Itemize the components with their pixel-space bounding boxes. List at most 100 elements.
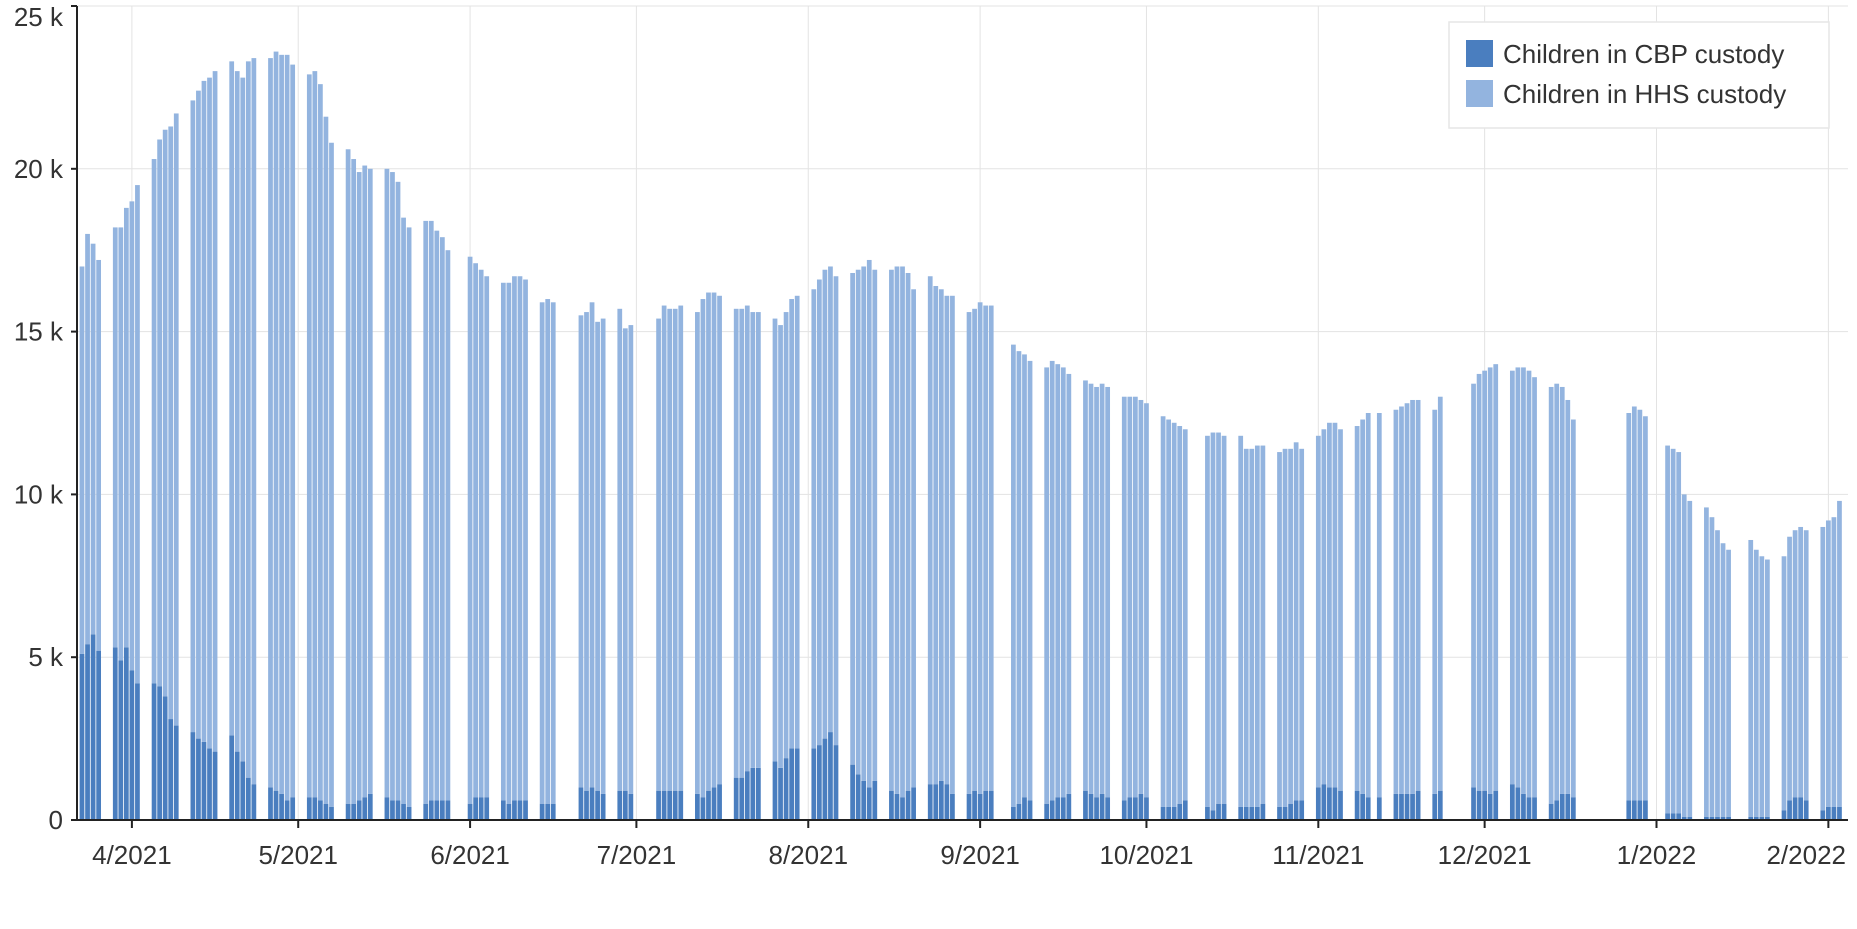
bar-cbp: [861, 780, 867, 820]
y-tick-label: 15 k: [14, 317, 64, 347]
bar-hhs: [484, 276, 490, 798]
bar-cbp: [173, 725, 179, 820]
bar-cbp: [1144, 797, 1149, 820]
bar-cbp: [1277, 806, 1282, 820]
bar-cbp: [695, 793, 700, 820]
bar-hhs: [584, 312, 589, 791]
bar-cbp: [201, 741, 207, 820]
bar-hhs: [1011, 344, 1016, 807]
bar-cbp: [351, 803, 357, 820]
bar-cbp: [517, 800, 523, 820]
bar-hhs: [434, 230, 440, 801]
bar-cbp: [90, 634, 96, 820]
bar-hhs: [667, 308, 673, 791]
bar-hhs: [1820, 526, 1826, 811]
bar-hhs: [977, 302, 983, 794]
legend-swatch-cbp: [1466, 40, 1493, 67]
bar-cbp: [1315, 787, 1321, 820]
bar-hhs: [212, 71, 218, 752]
bar-hhs: [1471, 383, 1476, 788]
bar-cbp: [545, 803, 551, 820]
bar-cbp: [1066, 793, 1072, 820]
bar-hhs: [1210, 432, 1216, 811]
bar-hhs: [944, 295, 950, 785]
bar-cbp: [1715, 816, 1720, 820]
bar-hhs: [789, 299, 795, 749]
bar-cbp: [1288, 803, 1293, 820]
bar-cbp: [279, 793, 284, 820]
bar-hhs: [506, 282, 512, 804]
bar-cbp: [711, 787, 717, 820]
bar-cbp: [656, 790, 661, 820]
bar-cbp: [523, 800, 528, 820]
bar-hhs: [423, 220, 429, 804]
bar-hhs: [523, 279, 528, 801]
bar-hhs: [695, 312, 700, 794]
bar-hhs: [1221, 435, 1227, 804]
bar-hhs: [229, 61, 235, 736]
bar-cbp: [1210, 810, 1216, 820]
bar-cbp: [473, 797, 478, 820]
bar-cbp: [1476, 790, 1482, 820]
bar-cbp: [79, 653, 85, 820]
bar-hhs: [1132, 396, 1138, 798]
bar-cbp: [678, 790, 684, 820]
bar-hhs: [318, 84, 323, 801]
bar-hhs: [822, 269, 828, 739]
bar-cbp: [434, 800, 440, 820]
bar-hhs: [778, 325, 783, 768]
bar-hhs: [1121, 396, 1127, 801]
bar-cbp: [512, 800, 517, 820]
bar-hhs: [1676, 452, 1682, 814]
bar-hhs: [157, 139, 162, 687]
bar-hhs: [1060, 367, 1066, 798]
bar-hhs: [711, 292, 717, 788]
bar-cbp: [85, 644, 90, 820]
bar-cbp: [1221, 803, 1227, 820]
bar-hhs: [889, 269, 894, 791]
bar-cbp: [550, 803, 556, 820]
bar-hhs: [1748, 539, 1754, 817]
x-axis-ticks: 4/2021 5/2021 6/2021 7/2021 8/2021 9/2021 10/2…: [92, 820, 1846, 870]
bar-hhs: [1044, 367, 1050, 804]
bar-hhs: [700, 299, 706, 798]
bar-cbp: [539, 803, 545, 820]
bar-hhs: [1798, 526, 1804, 798]
bar-hhs: [966, 312, 972, 794]
bar-hhs: [1432, 409, 1438, 794]
bar-cbp: [938, 780, 944, 820]
bar-hhs: [1482, 370, 1488, 791]
bar-hhs: [1393, 409, 1399, 794]
x-tick-label: 11/2021: [1272, 840, 1364, 870]
bar-hhs: [1293, 442, 1299, 801]
bar-cbp: [1027, 800, 1033, 820]
bar-cbp: [1182, 800, 1188, 820]
bar-hhs: [938, 289, 944, 781]
bar-hhs: [545, 299, 551, 804]
bar-hhs: [1022, 354, 1027, 798]
bar-cbp: [744, 771, 750, 820]
bar-cbp: [1493, 790, 1499, 820]
bar-cbp: [229, 735, 235, 820]
bar-cbp: [1410, 793, 1415, 820]
bar-hhs: [384, 168, 390, 798]
bar-cbp: [1482, 790, 1488, 820]
bar-hhs: [201, 80, 207, 742]
bar-cbp: [1393, 793, 1399, 820]
legend: Children in CBP custody Children in HHS …: [1448, 21, 1830, 129]
bar-cbp: [1631, 800, 1637, 820]
bar-cbp: [900, 797, 905, 820]
bar-cbp: [755, 767, 761, 820]
bar-cbp: [135, 683, 140, 820]
bar-hhs: [356, 172, 362, 801]
bar-hhs: [1088, 383, 1094, 794]
bar-cbp: [245, 777, 251, 820]
bar-hhs: [1216, 432, 1221, 804]
bar-cbp: [889, 790, 894, 820]
bar-cbp: [1820, 810, 1826, 820]
bar-hhs: [622, 328, 628, 791]
bar-cbp: [329, 806, 334, 820]
bar-cbp: [1254, 806, 1260, 820]
bar-cbp: [1681, 816, 1687, 820]
bar-cbp: [617, 790, 623, 820]
